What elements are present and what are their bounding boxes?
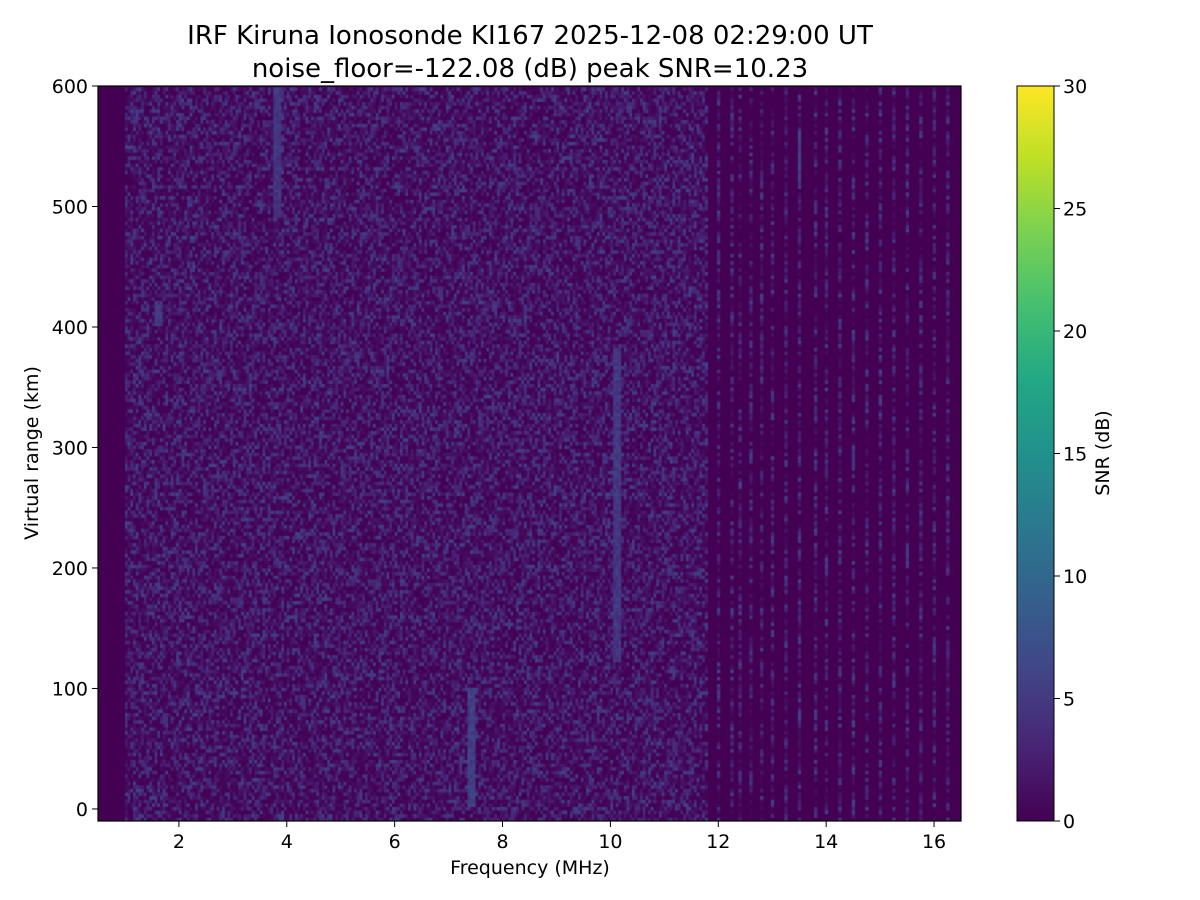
colorbar-tick-label: 25 <box>1063 199 1087 221</box>
chart-title-line-2: noise_floor=-122.08 (dB) peak SNR=10.23 <box>252 54 808 84</box>
x-tick-label: 16 <box>922 831 946 853</box>
y-axis-ticks: 0 100 200 300 400 500 600 <box>52 76 98 821</box>
colorbar-tick-label: 5 <box>1063 689 1075 711</box>
y-axis-label: Virtual range (km) <box>21 366 43 540</box>
chart-title-line-1: IRF Kiruna Ionosonde KI167 2025-12-08 02… <box>187 21 873 51</box>
x-tick-label: 12 <box>706 831 730 853</box>
x-tick-label: 14 <box>814 831 838 853</box>
plot-area <box>97 85 962 822</box>
colorbar-ticks: 0 5 10 15 20 25 30 <box>1054 76 1087 833</box>
y-tick-label: 300 <box>52 437 88 459</box>
y-tick-label: 0 <box>76 799 88 821</box>
x-axis-ticks: 2 4 6 8 10 12 14 16 <box>173 821 946 853</box>
x-axis-label: Frequency (MHz) <box>450 857 610 879</box>
colorbar-tick-label: 10 <box>1063 566 1087 588</box>
x-tick-label: 4 <box>281 831 293 853</box>
colorbar-label: SNR (dB) <box>1092 410 1114 495</box>
plot-frame <box>97 85 962 822</box>
snr-heatmap <box>98 86 961 821</box>
x-tick-label: 2 <box>173 831 185 853</box>
y-tick-label: 500 <box>52 196 88 218</box>
y-tick-label: 600 <box>52 76 88 98</box>
colorbar-tick-label: 0 <box>1063 811 1075 833</box>
colorbar: 0 5 10 15 20 25 30 SNR (dB) <box>1016 76 1114 833</box>
x-tick-label: 6 <box>389 831 401 853</box>
colorbar-tick-label: 30 <box>1063 76 1087 98</box>
y-tick-label: 100 <box>52 678 88 700</box>
y-tick-label: 200 <box>52 558 88 580</box>
colorbar-tick-label: 20 <box>1063 321 1087 343</box>
x-tick-label: 10 <box>598 831 622 853</box>
colorbar-tick-label: 15 <box>1063 444 1087 466</box>
x-tick-label: 8 <box>496 831 508 853</box>
y-tick-label: 400 <box>52 317 88 339</box>
colorbar-gradient <box>1016 85 1055 822</box>
